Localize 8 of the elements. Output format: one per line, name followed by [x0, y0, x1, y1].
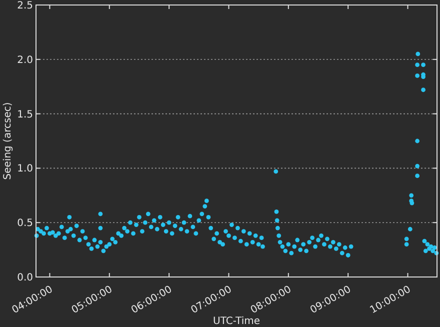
x-axis-title: UTC-Time — [213, 316, 260, 327]
y-tick-label: 0.5 — [17, 218, 33, 230]
y-tick-label: 0.0 — [17, 272, 33, 284]
y-tick-label: 1.0 — [17, 164, 33, 175]
y-tick-label: 2.0 — [17, 54, 33, 66]
y-tick-label: 2.5 — [17, 0, 33, 12]
y-tick-label: 1.5 — [17, 109, 33, 120]
y-axis-title: Seeing (arcsec) — [2, 102, 14, 180]
